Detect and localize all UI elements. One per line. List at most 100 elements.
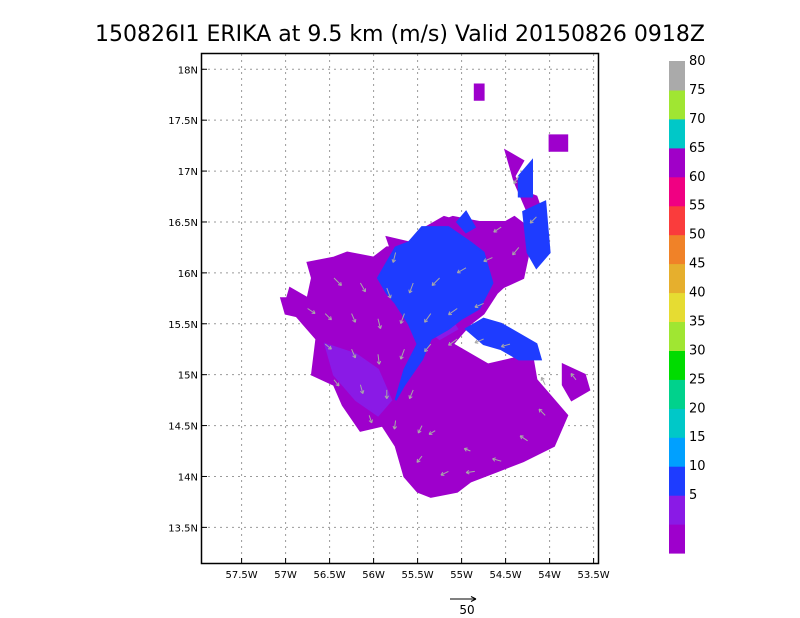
colorbar-swatch	[669, 437, 685, 467]
wind-vector-icon	[424, 313, 432, 323]
x-tick-label: 53.5W	[578, 570, 610, 581]
colorbar-swatch	[669, 379, 685, 409]
wind-vector-icon	[456, 267, 467, 274]
wind-vector-icon	[428, 430, 436, 435]
wind-vector-icon	[416, 455, 423, 463]
colorbar-swatch	[669, 408, 685, 438]
field-region	[323, 342, 393, 417]
wind-vector-icon	[333, 379, 340, 387]
colorbar-swatch	[669, 118, 685, 149]
field-region	[522, 200, 551, 270]
field-series-2	[376, 158, 551, 401]
field-region	[517, 158, 533, 198]
x-tick-label: 54.5W	[490, 570, 522, 581]
wind-vector-icon	[351, 349, 357, 359]
vector-reference: 50	[450, 596, 477, 617]
wind-vector-icon	[333, 277, 342, 286]
wind-vector-icon	[386, 287, 392, 299]
wind-vector-icon	[448, 308, 458, 316]
field-region	[482, 383, 503, 402]
field-region	[376, 226, 494, 401]
colorbar-swatch	[669, 147, 685, 178]
y-tick-label: 15N	[178, 371, 198, 382]
wind-vector-icon	[351, 313, 357, 323]
colorbar-swatch	[669, 350, 685, 380]
wind-vector-icon	[529, 216, 537, 224]
wind-vector-icon	[474, 302, 484, 309]
colorbar-swatch	[669, 263, 685, 294]
colorbar-swatch	[669, 205, 685, 236]
colorbar-label: 75	[689, 83, 706, 98]
wind-vector-icon	[408, 389, 414, 400]
wind-vector-icon	[540, 376, 546, 386]
wind-vector-icon	[417, 425, 423, 434]
field-region	[455, 210, 477, 234]
plot-frame	[200, 52, 600, 565]
colorbar-swatch	[669, 176, 685, 207]
wind-vector-icon	[368, 415, 373, 424]
colorbar-label: 20	[689, 401, 706, 416]
wind-vector-icon	[324, 343, 332, 350]
wind-vector-icon	[399, 349, 405, 360]
wind-vector-icon	[324, 313, 332, 321]
field-region	[548, 134, 569, 152]
wind-vector-icon	[359, 384, 365, 394]
wind-vector-icon	[463, 447, 471, 452]
wind-vector-icon	[538, 408, 546, 416]
wind-vector-icon	[512, 247, 520, 256]
wind-vector-icon	[474, 338, 484, 344]
x-tick-label: 55.5W	[402, 570, 434, 581]
y-tick-label: 15.5N	[168, 320, 198, 331]
colorbar-label: 70	[689, 112, 706, 127]
y-tick-label: 16N	[178, 269, 198, 280]
field-region	[508, 429, 534, 453]
x-tick-label: 56.5W	[314, 570, 346, 581]
reference-arrowhead-icon	[470, 596, 477, 602]
y-tick-label: 17N	[178, 167, 198, 178]
y-tick-label: 14N	[178, 472, 198, 483]
y-tick-label: 17.5N	[168, 116, 198, 127]
wind-vector-icon	[500, 343, 511, 348]
colorbar-label: 35	[689, 315, 706, 330]
colorbar-label: 30	[689, 343, 706, 358]
wind-speed-field	[279, 83, 591, 498]
colorbar-label: 60	[689, 170, 706, 185]
wind-vector-icon	[493, 226, 502, 233]
colorbar-swatch	[669, 61, 685, 91]
wind-vector-icon	[377, 318, 382, 330]
colorbar-label: 5	[689, 488, 697, 503]
wind-vector-icon	[492, 457, 502, 462]
x-tick-label: 56W	[362, 570, 385, 581]
colorbar-swatch	[669, 234, 685, 265]
y-axis-ticks: 13.5N 14N 14.5N 15N 15.5N 16N 16.5N 17N 17.5N 18N	[168, 65, 207, 534]
colorbar-swatch	[669, 292, 685, 322]
colorbar-swatch	[669, 466, 685, 496]
y-tick-label: 14.5N	[168, 422, 198, 433]
wind-vector-icon	[384, 389, 390, 399]
wind-vector-icon	[408, 282, 414, 294]
colorbar-label: 65	[689, 141, 706, 156]
y-tick-label: 18N	[178, 65, 198, 76]
wind-vector-icon	[391, 252, 397, 263]
colorbar-swatch	[669, 89, 685, 120]
wind-vector-icon	[483, 257, 493, 263]
wind-vector-icon	[431, 277, 440, 286]
colorbar-label: 25	[689, 372, 706, 387]
field-region	[464, 317, 543, 361]
y-tick-label: 13.5N	[168, 523, 198, 534]
reference-label: 50	[459, 603, 474, 617]
colorbar-swatch	[669, 495, 685, 525]
colorbar-label: 55	[689, 199, 706, 214]
wind-vector-icon	[570, 373, 577, 381]
colorbar-label: 50	[689, 228, 706, 243]
wind-vector-icon	[513, 175, 520, 185]
field-region	[473, 83, 485, 101]
wind-vector-icon	[376, 354, 382, 365]
chart-title: 150826I1 ERIKA at 9.5 km (m/s) Valid 201…	[95, 22, 705, 47]
x-tick-label: 57.5W	[226, 570, 258, 581]
colorbar-label: 80	[689, 54, 706, 69]
colorbar-label: 15	[689, 430, 706, 445]
x-axis-ticks: 57.5W 57W 56.5W 56W 55.5W 55W 54.5W 54W 53.5W	[226, 558, 610, 581]
colorbar-label: 10	[689, 459, 706, 474]
